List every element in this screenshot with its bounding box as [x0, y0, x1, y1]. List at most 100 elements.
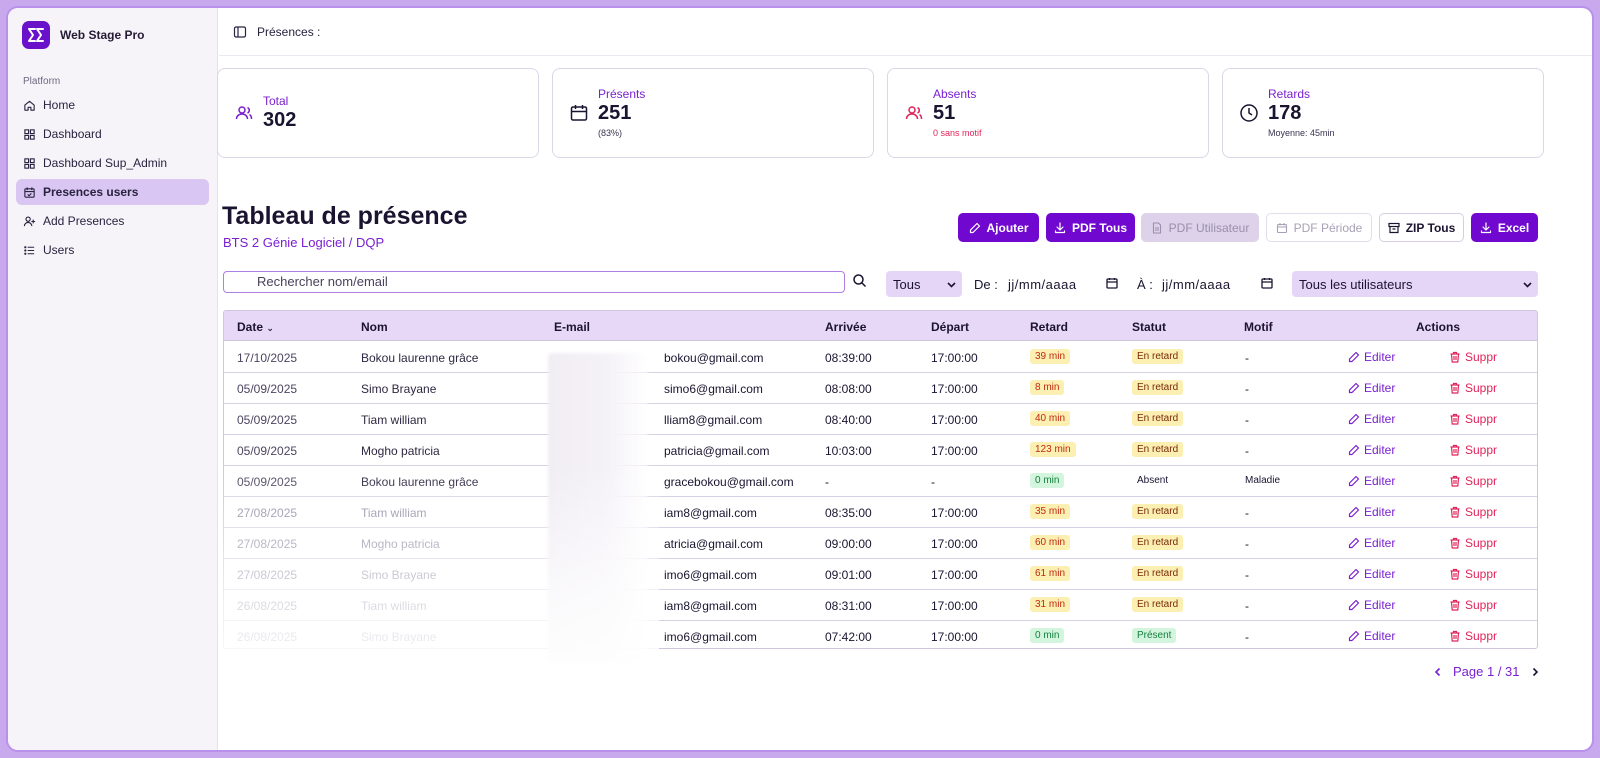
clock-icon [1240, 104, 1258, 122]
trash-icon [1450, 475, 1460, 487]
pdf-all-button[interactable]: PDF Tous [1046, 213, 1135, 242]
search-icon[interactable] [852, 273, 867, 288]
cell-email: patricia@gmail.com [664, 444, 770, 458]
pencil-icon [1348, 413, 1360, 425]
status-badge: En retard [1132, 411, 1184, 426]
calendar-icon[interactable] [1261, 277, 1273, 289]
select-value: Tous [893, 276, 921, 292]
chevron-down-icon [1523, 282, 1532, 288]
delay-badge: 0 min [1030, 628, 1065, 643]
sort-icon: ⌄ [266, 323, 274, 333]
edit-button[interactable]: Editer [1348, 505, 1395, 519]
cell-date: 05/09/2025 [237, 444, 298, 458]
delay-badge: 8 min [1030, 380, 1065, 395]
delete-button[interactable]: Suppr [1449, 443, 1497, 457]
button-label: Suppr [1465, 474, 1498, 488]
cell-arrival: 09:00:00 [825, 537, 872, 551]
column-header-retard: Retard [1030, 320, 1069, 334]
edit-button[interactable]: Editer [1348, 629, 1395, 643]
stat-label: Retards [1268, 87, 1311, 101]
to-date-input[interactable]: jj/mm/aaaa [1162, 277, 1231, 292]
zip-all-button[interactable]: ZIP Tous [1379, 213, 1464, 242]
delete-button[interactable]: Suppr [1449, 505, 1497, 519]
excel-button[interactable]: Excel [1471, 213, 1538, 242]
delete-button[interactable]: Suppr [1449, 567, 1497, 581]
sidebar-item-users[interactable]: Users [16, 237, 209, 263]
stat-card-total: Total 302 [217, 68, 539, 158]
cell-departure: 17:00:00 [931, 506, 978, 520]
delete-button[interactable]: Suppr [1449, 536, 1497, 550]
edit-button[interactable]: Editer [1348, 443, 1395, 457]
sidebar-item-presences-users[interactable]: Presences users [16, 179, 209, 205]
button-label: Suppr [1465, 629, 1498, 643]
cell-reason: - [1245, 506, 1249, 520]
pencil-icon [1348, 506, 1360, 518]
pdf-period-button[interactable]: PDF Période [1266, 213, 1372, 242]
stat-sub: Moyenne: 45min [1268, 128, 1335, 138]
delay-badge: 123 min [1030, 442, 1076, 457]
cell-reason: - [1245, 351, 1249, 365]
add-button[interactable]: Ajouter [958, 213, 1039, 242]
presence-table: Date ⌄ Nom E-mail Arrivée Départ Retard … [223, 310, 1538, 649]
sidebar-item-add-presences[interactable]: Add Presences [16, 208, 209, 234]
column-header-date[interactable]: Date ⌄ [237, 320, 274, 334]
edit-button[interactable]: Editer [1348, 598, 1395, 612]
sidebar-item-home[interactable]: Home [16, 92, 209, 118]
stat-value: 251 [598, 102, 632, 124]
status-select[interactable]: Tous [886, 271, 962, 297]
list-icon [24, 245, 35, 255]
column-header-nom: Nom [361, 320, 388, 334]
status-badge: En retard [1132, 597, 1184, 612]
delete-button[interactable]: Suppr [1449, 598, 1497, 612]
pencil-icon [1348, 444, 1360, 456]
delete-button[interactable]: Suppr [1449, 629, 1497, 643]
from-date-input[interactable]: jj/mm/aaaa [1008, 277, 1077, 292]
calendar-icon[interactable] [1106, 277, 1118, 289]
cell-reason: - [1245, 537, 1249, 551]
page-title: Tableau de présence [222, 202, 468, 230]
status-badge: En retard [1132, 566, 1184, 581]
edit-button[interactable]: Editer [1348, 567, 1395, 581]
stat-value: 51 [933, 102, 956, 124]
button-label: ZIP Tous [1405, 220, 1456, 235]
app-name: Web Stage Pro [60, 28, 145, 42]
edit-button[interactable]: Editer [1348, 381, 1395, 395]
edit-button[interactable]: Editer [1348, 536, 1395, 550]
button-label: Editer [1364, 474, 1396, 488]
delete-button[interactable]: Suppr [1449, 381, 1497, 395]
edit-button[interactable]: Editer [1348, 350, 1395, 364]
cell-email: atricia@gmail.com [664, 537, 763, 551]
delete-button[interactable]: Suppr [1449, 412, 1497, 426]
trash-icon [1450, 351, 1460, 363]
trash-icon [1450, 413, 1460, 425]
chevron-right-icon[interactable] [1530, 667, 1540, 677]
cell-arrival: 09:01:00 [825, 568, 872, 582]
table-row: 17/10/2025 Bokou laurenne grâce bokou@gmai… [224, 342, 1537, 373]
sidebar-toggle-icon[interactable] [233, 25, 247, 39]
cell-arrival: 08:31:00 [825, 599, 872, 613]
trash-icon [1450, 537, 1460, 549]
page-indicator: Page 1 / 31 [1453, 664, 1520, 679]
delete-button[interactable]: Suppr [1449, 350, 1497, 364]
pdf-user-button[interactable]: PDF Utilisateur [1141, 213, 1259, 242]
button-label: Editer [1364, 350, 1396, 364]
pencil-icon [1348, 475, 1360, 487]
chevron-left-icon[interactable] [1433, 667, 1443, 677]
sidebar-item-label: Users [43, 243, 75, 257]
search-input[interactable]: Rechercher nom/email [223, 271, 845, 293]
button-label: Editer [1364, 536, 1396, 550]
button-label: Suppr [1465, 381, 1498, 395]
sidebar-item-dashboard[interactable]: Dashboard [16, 121, 209, 147]
brand[interactable]: Web Stage Pro [8, 8, 217, 62]
column-header-email: E-mail [554, 320, 591, 334]
users-select[interactable]: Tous les utilisateurs [1292, 271, 1538, 297]
cell-email: simo6@gmail.com [664, 382, 763, 396]
edit-button[interactable]: Editer [1348, 474, 1395, 488]
delete-button[interactable]: Suppr [1449, 474, 1497, 488]
cell-name: Mogho patricia [361, 444, 440, 458]
delay-badge: 0 min [1030, 473, 1065, 488]
grid-icon [24, 157, 35, 169]
edit-button[interactable]: Editer [1348, 412, 1395, 426]
sidebar-item-dashboard-sup-admin[interactable]: Dashboard Sup_Admin [16, 150, 209, 176]
